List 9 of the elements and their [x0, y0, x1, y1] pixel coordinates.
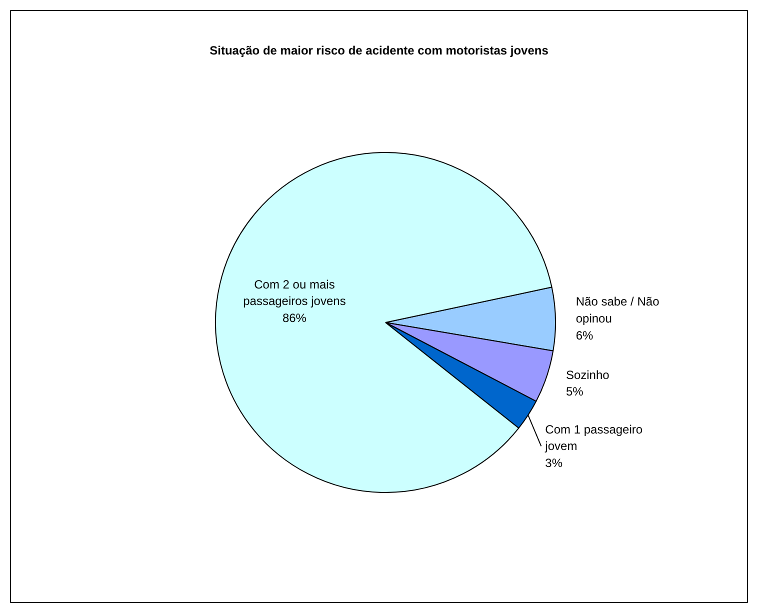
- slice-label: Não sabe / Não opinou: [576, 294, 660, 326]
- data-label: 5%: [566, 384, 584, 399]
- data-label: 86%: [282, 310, 307, 325]
- slice-label: Com 1 passageiro jovem: [544, 422, 643, 454]
- chart-title: Situação de maior risco de acidente com motoristas jovens: [210, 44, 549, 58]
- slice-label: Com 2 ou mais passageiros jovens: [243, 277, 346, 308]
- slice-label: Sozinho: [566, 368, 610, 382]
- data-label: 6%: [576, 328, 594, 342]
- data-label: 3%: [545, 456, 563, 470]
